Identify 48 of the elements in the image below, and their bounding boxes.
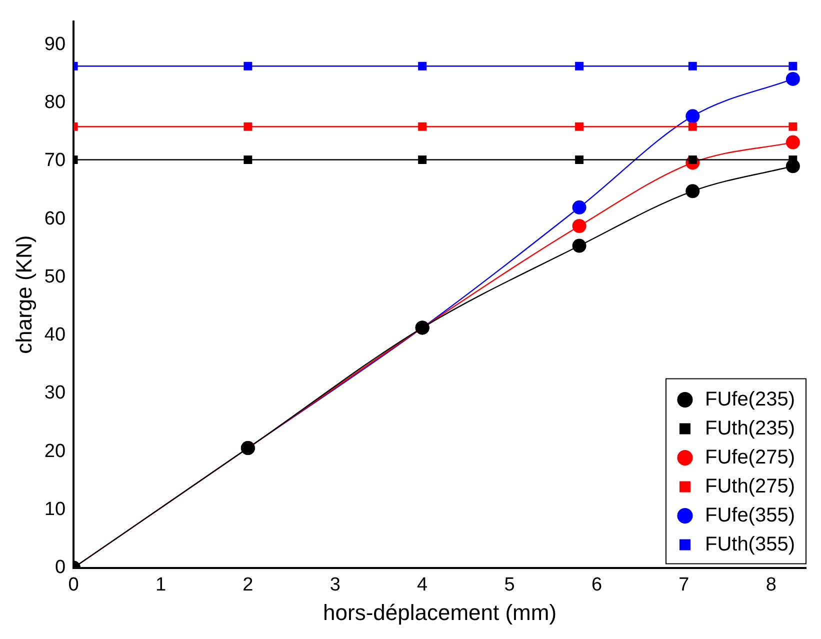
x-tick-label: 0 xyxy=(68,574,79,596)
point xyxy=(575,62,584,70)
legend-label: FUfe(355) xyxy=(704,504,795,526)
y-tick-label: 80 xyxy=(44,92,66,114)
legend-label: FUth(355) xyxy=(704,533,795,556)
point xyxy=(244,62,252,70)
y-tick-label: 90 xyxy=(44,34,66,55)
legend-label: FUfe(235) xyxy=(704,388,795,410)
point xyxy=(418,62,427,70)
point xyxy=(572,238,586,253)
point xyxy=(575,122,584,131)
x-tick-label: 1 xyxy=(155,574,166,596)
point xyxy=(686,184,700,198)
y-tick-label: 40 xyxy=(44,324,66,346)
x-tick-label: 7 xyxy=(678,574,690,596)
point xyxy=(244,122,252,131)
legend-label: FUth(235) xyxy=(704,417,795,440)
y-tick-label: 20 xyxy=(44,440,66,462)
x-tick-label: 3 xyxy=(330,574,340,596)
x-tick-label: 6 xyxy=(591,574,602,596)
point xyxy=(572,200,586,214)
y-tick-label: 0 xyxy=(54,557,66,578)
point xyxy=(786,72,800,86)
point xyxy=(686,109,700,124)
legend-label: FUth(275) xyxy=(704,475,795,498)
point xyxy=(786,159,800,174)
x-tick-label: 8 xyxy=(766,574,776,596)
y-tick-label: 60 xyxy=(44,208,66,230)
x-tick-label: 5 xyxy=(504,574,515,596)
point xyxy=(572,219,586,234)
point xyxy=(786,135,800,150)
point xyxy=(788,122,798,131)
y-tick-label: 50 xyxy=(44,266,66,288)
point xyxy=(418,122,427,131)
y-tick-label: 70 xyxy=(44,150,66,172)
x-axis-title: hors-déplacement (mm) xyxy=(323,600,557,625)
y-axis-title: charge (KN) xyxy=(11,235,36,354)
legend-label: FUfe(275) xyxy=(704,446,795,468)
x-tick-label: 2 xyxy=(242,574,254,596)
point xyxy=(418,156,427,164)
y-tick-label: 10 xyxy=(44,498,66,520)
point xyxy=(575,156,584,164)
point xyxy=(244,156,252,164)
point xyxy=(688,122,697,131)
y-tick-label: 30 xyxy=(44,382,66,404)
point xyxy=(788,62,798,70)
point xyxy=(688,62,697,70)
x-tick-label: 4 xyxy=(417,574,428,596)
